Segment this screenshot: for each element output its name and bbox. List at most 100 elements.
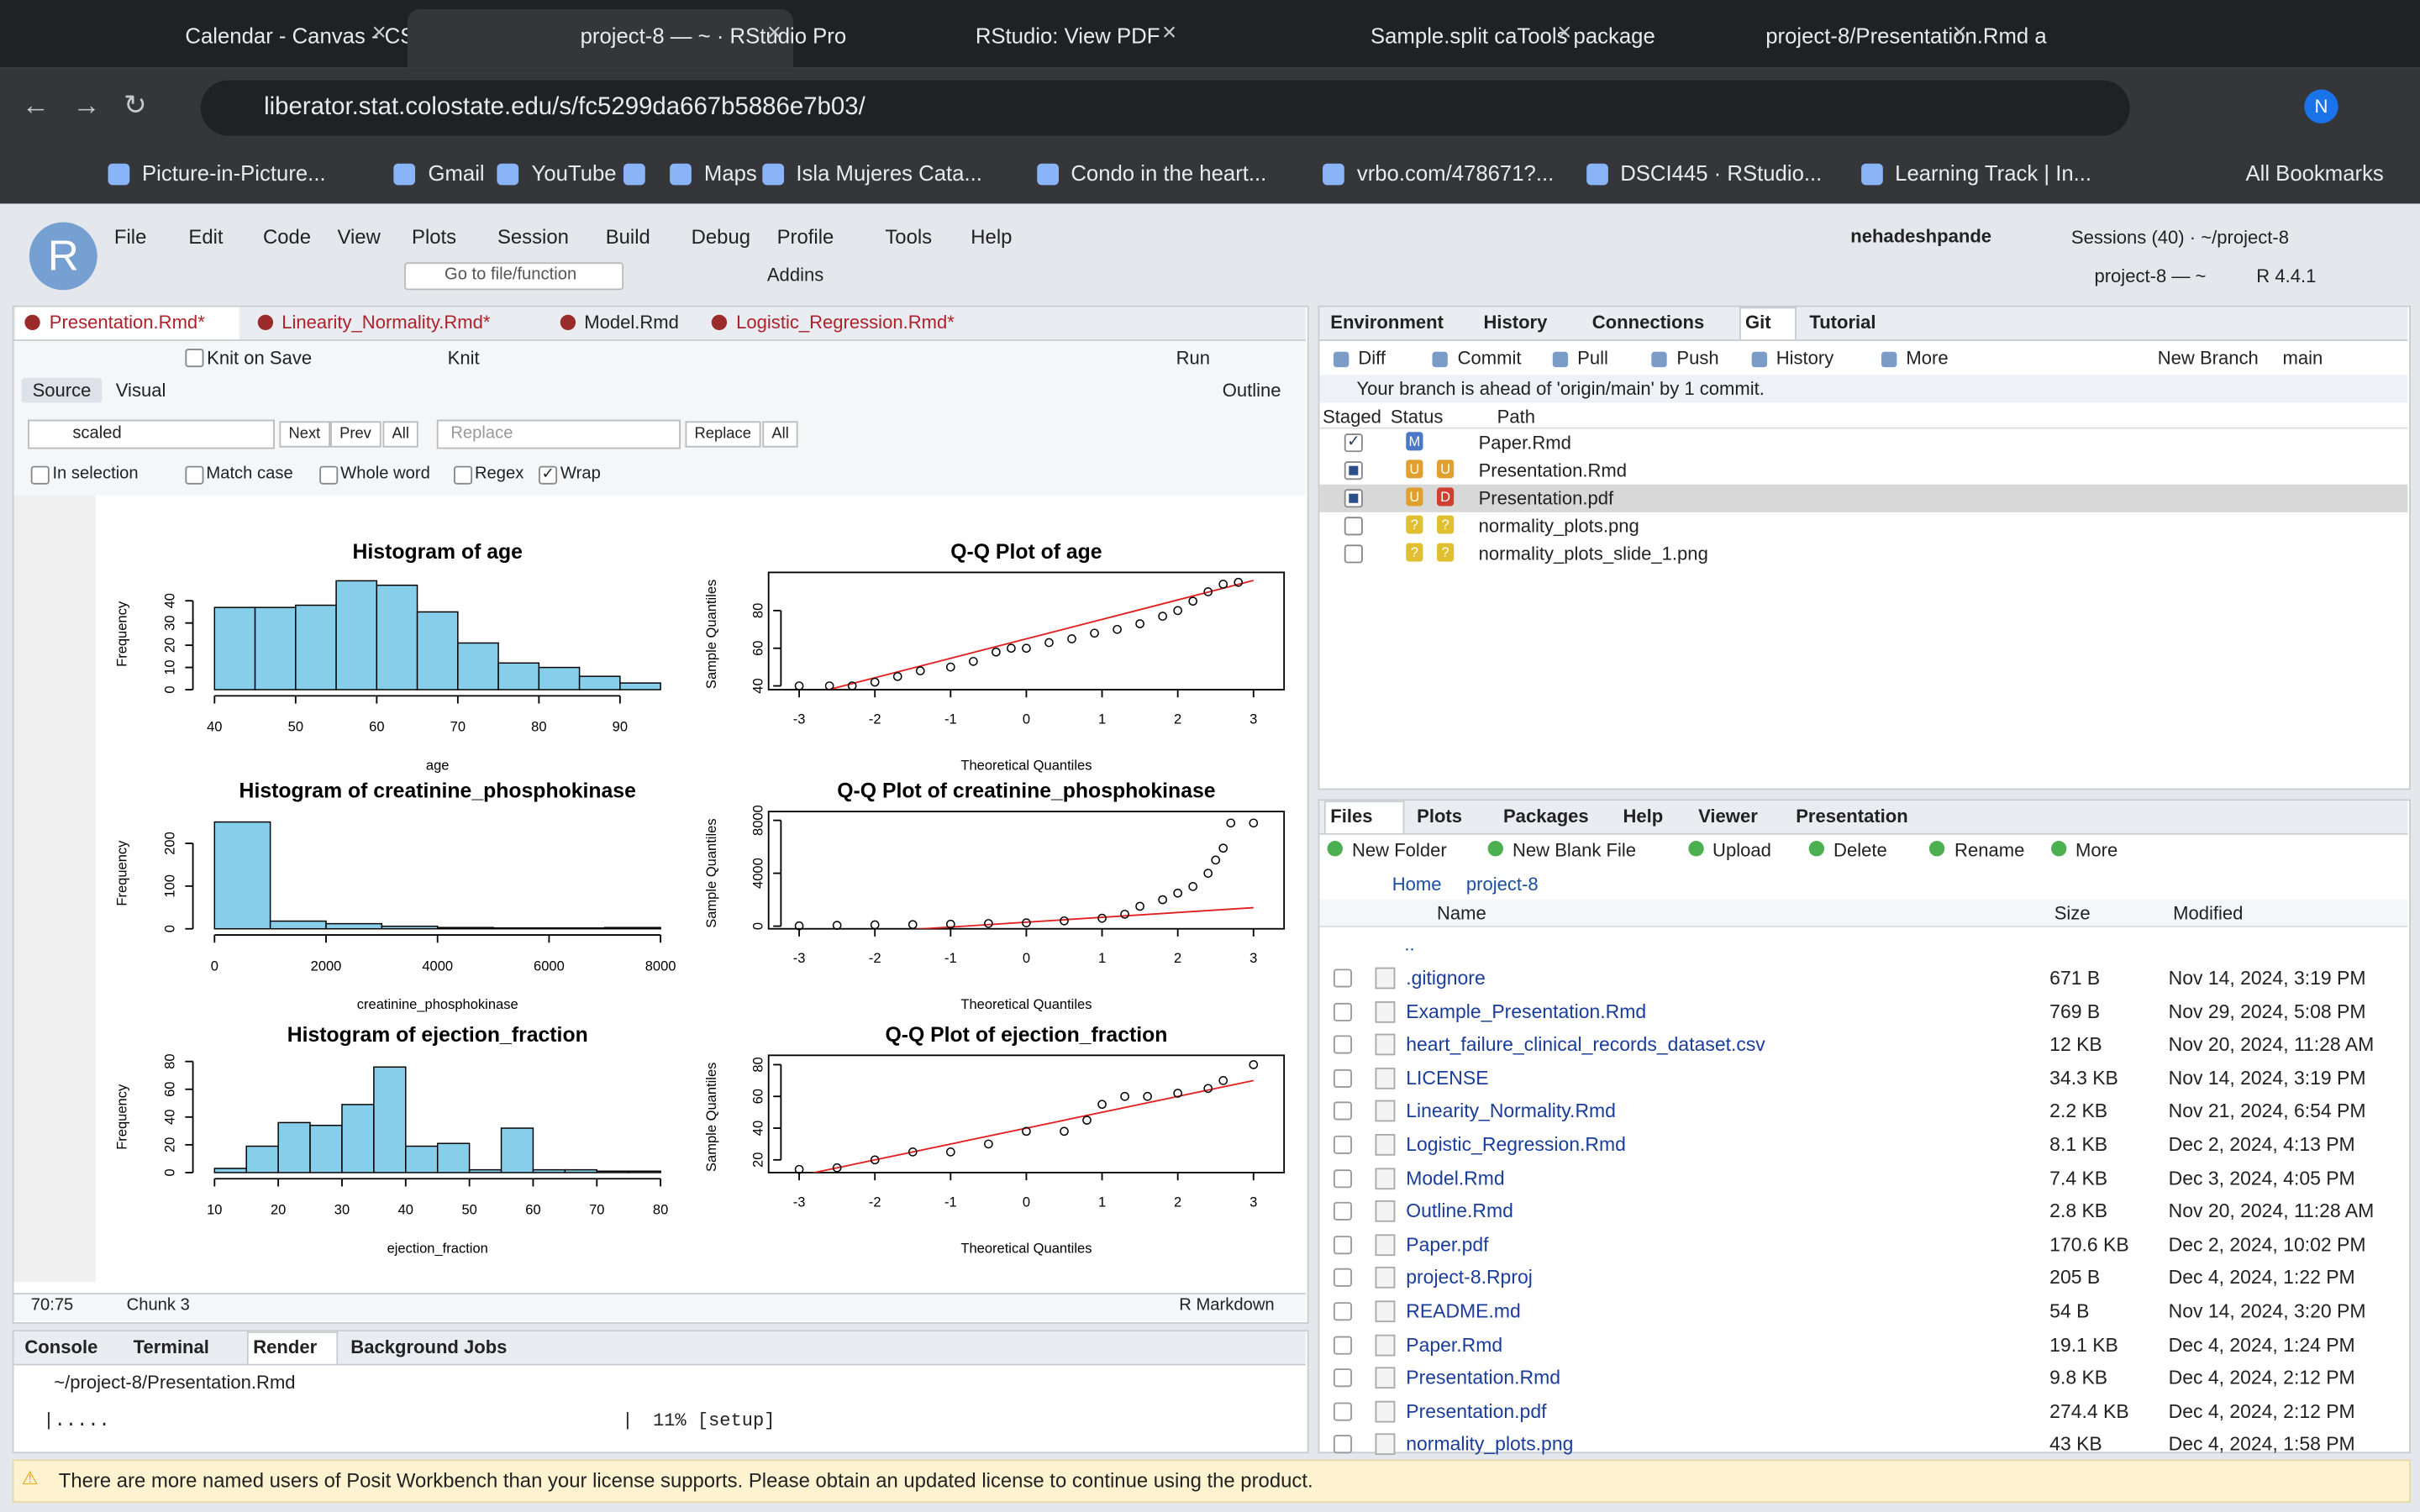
r-version[interactable]: R 4.4.1	[2256, 265, 2317, 287]
file-name[interactable]: .gitignore	[1406, 967, 1486, 990]
files-button[interactable]: New Folder	[1351, 839, 1447, 861]
goto[interactable]: Go to file/function	[444, 265, 577, 284]
tab[interactable]: Files	[1330, 805, 1373, 827]
replace-all[interactable]: All	[762, 421, 798, 448]
bookmark-icon[interactable]	[1323, 163, 1345, 186]
tab[interactable]: Console	[24, 1336, 98, 1358]
all[interactable]: All	[382, 421, 418, 448]
tab[interactable]: Environment	[1330, 312, 1444, 333]
editor-tab[interactable]: Model.Rmd	[584, 312, 679, 333]
breadcrumb-home[interactable]: Home	[1392, 873, 1442, 895]
git-button[interactable]: Commit	[1457, 347, 1522, 369]
editor-tab[interactable]: Logistic_Regression.Rmd*	[736, 312, 955, 333]
source-mode[interactable]: Source	[21, 378, 103, 403]
files-button[interactable]: Delete	[1833, 839, 1887, 861]
url[interactable]: liberator.stat.colostate.edu/s/fc5299da6…	[264, 94, 865, 121]
tab[interactable]: Render	[253, 1336, 318, 1358]
tab[interactable]: History	[1483, 312, 1548, 333]
staged-box[interactable]	[1344, 544, 1363, 564]
files-button[interactable]: Upload	[1712, 839, 1771, 861]
bookmark[interactable]: YouTube	[531, 160, 617, 186]
selected-row[interactable]	[1319, 484, 2408, 512]
visual-mode[interactable]: Visual	[115, 379, 166, 402]
bookmark-icon[interactable]	[108, 163, 130, 186]
project[interactable]: project-8 — ~	[2094, 265, 2207, 287]
files-button[interactable]: More	[2075, 839, 2118, 861]
knit-on-save-box[interactable]	[185, 349, 204, 368]
git-button-icon[interactable]	[1433, 351, 1449, 368]
run[interactable]: Run	[1176, 347, 1211, 369]
file-name[interactable]: project-8.Rproj	[1406, 1267, 1533, 1289]
git-column[interactable]: Staged	[1323, 406, 1381, 428]
menu-item[interactable]: Help	[971, 225, 1013, 249]
row-check[interactable]	[1333, 1002, 1352, 1021]
option[interactable]: Wrap	[560, 464, 601, 483]
row-check[interactable]	[1333, 1235, 1352, 1254]
tab-active[interactable]	[1323, 801, 1405, 833]
bookmark-icon[interactable]	[1036, 163, 1059, 186]
git-button-icon[interactable]	[1652, 351, 1668, 368]
row-check[interactable]	[1333, 1035, 1352, 1054]
menu-item[interactable]: Code	[262, 225, 312, 249]
mode[interactable]: R Markdown	[1179, 1295, 1275, 1315]
files-button-icon[interactable]	[2050, 841, 2067, 857]
prev[interactable]: Prev	[330, 421, 381, 448]
option-box[interactable]	[30, 465, 50, 485]
tab-title[interactable]: Calendar - Canvas - CSU	[185, 23, 430, 48]
tab-title[interactable]: project-8 — ~ · RStudio Pro	[580, 23, 847, 48]
knit-on-save[interactable]: Knit on Save	[207, 347, 313, 369]
tab[interactable]: Presentation	[1796, 805, 1908, 827]
option[interactable]: Whole word	[340, 464, 430, 483]
file-name[interactable]: Logistic_Regression.Rmd	[1406, 1134, 1626, 1156]
profile[interactable]: N	[2304, 89, 2338, 123]
bookmark[interactable]: vrbo.com/478671?...	[1356, 160, 1555, 186]
tab-close[interactable]: ×	[371, 19, 387, 47]
option-box[interactable]	[453, 465, 472, 485]
file-name[interactable]: LICENSE	[1406, 1067, 1489, 1089]
git-column[interactable]: Status	[1390, 406, 1444, 428]
bookmark-icon[interactable]	[497, 163, 519, 186]
next[interactable]: Next	[279, 421, 330, 448]
bookmark-icon[interactable]	[1860, 163, 1883, 186]
tab-active[interactable]	[246, 1331, 339, 1364]
git-path[interactable]: Presentation.pdf	[1478, 487, 1614, 510]
tab-close[interactable]: ×	[1952, 19, 1967, 47]
menu-item[interactable]: Plots	[412, 225, 457, 249]
file-name[interactable]: Presentation.Rmd	[1406, 1367, 1561, 1389]
col-size[interactable]: Size	[2054, 902, 2091, 925]
files-button-icon[interactable]	[1487, 841, 1503, 857]
git-path[interactable]: Presentation.Rmd	[1478, 459, 1628, 482]
replace-box[interactable]	[436, 419, 681, 449]
menu-item[interactable]: Build	[605, 225, 650, 249]
files-button-icon[interactable]	[1808, 841, 1825, 857]
row-check[interactable]	[1333, 1302, 1352, 1321]
sessions[interactable]: Sessions (40) · ~/project-8	[2070, 227, 2289, 249]
tab-close[interactable]: ×	[1162, 19, 1177, 47]
row-check[interactable]	[1333, 1435, 1352, 1454]
tab-close[interactable]: ×	[766, 19, 782, 47]
new-branch[interactable]: New Branch	[2157, 347, 2259, 369]
option[interactable]: Regex	[474, 464, 524, 483]
files-button-icon[interactable]	[1327, 841, 1343, 857]
option[interactable]: Match case	[206, 464, 293, 483]
row-check[interactable]	[1333, 969, 1352, 988]
breadcrumb-project[interactable]: project-8	[1465, 873, 1539, 895]
menu-item[interactable]: Profile	[776, 225, 834, 249]
outline[interactable]: Outline	[1222, 379, 1281, 402]
up-dir[interactable]: ..	[1404, 933, 1415, 955]
git-button[interactable]: Pull	[1577, 347, 1608, 369]
bookmark[interactable]: Learning Track | In...	[1895, 160, 2092, 186]
file-name[interactable]: Model.Rmd	[1406, 1167, 1505, 1189]
replace-placeholder[interactable]: Replace	[450, 424, 513, 444]
menu-item[interactable]: File	[113, 225, 147, 249]
row-check[interactable]	[1333, 1202, 1352, 1221]
editor-tab[interactable]: Presentation.Rmd*	[49, 312, 205, 333]
row-check[interactable]	[1333, 1135, 1352, 1154]
files-button[interactable]: Rename	[1954, 839, 2025, 861]
menu-item[interactable]: Edit	[188, 225, 224, 249]
file-name[interactable]: README.md	[1406, 1300, 1521, 1323]
tab-title[interactable]: Sample.split caTools package	[1370, 23, 1655, 48]
file-name[interactable]: Paper.Rmd	[1406, 1334, 1503, 1356]
bookmark-icon[interactable]	[623, 163, 646, 186]
tab[interactable]: Plots	[1417, 805, 1463, 827]
